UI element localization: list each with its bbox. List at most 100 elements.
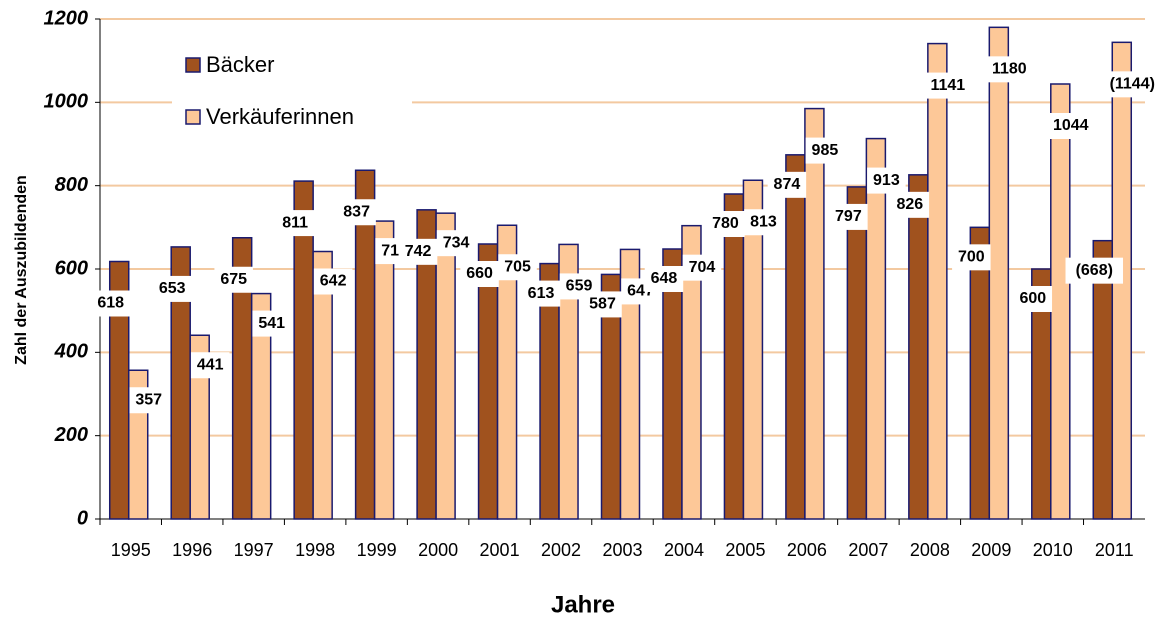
bar: [723, 193, 745, 520]
legend-background: [172, 40, 412, 150]
bar: [619, 248, 641, 520]
bar: [908, 174, 929, 520]
data-label: 659: [566, 278, 593, 295]
bar: [435, 212, 456, 520]
data-label-box: [337, 199, 376, 226]
data-label-box: [190, 352, 230, 379]
data-label-box: [744, 209, 783, 236]
data-label: 1180: [992, 61, 1027, 78]
data-label-box: [436, 230, 476, 257]
data-label-box: [91, 290, 130, 317]
data-label-box: [867, 167, 906, 194]
bar: [373, 220, 395, 520]
x-tick-label: 2011: [1095, 540, 1134, 560]
data-label: 734: [443, 234, 470, 251]
data-label-box: [682, 254, 722, 281]
data-label: 600: [1019, 290, 1046, 307]
x-tick-label: 2008: [910, 540, 950, 560]
x-tick-label: 2010: [1033, 540, 1073, 560]
legend-swatch: [185, 57, 201, 73]
bar: [804, 107, 825, 520]
data-label: 874: [774, 176, 801, 193]
y-tick-label: 1000: [44, 91, 89, 113]
bar: [496, 224, 518, 520]
data-label-box: [521, 280, 561, 307]
legend-label: Bäcker: [206, 52, 274, 77]
x-tick-label: 1999: [357, 540, 397, 560]
data-label-box: [1046, 113, 1095, 139]
legend-swatch: [185, 109, 201, 125]
data-label: 660: [466, 265, 493, 282]
data-label: 742: [405, 243, 432, 260]
y-tick-label: 800: [55, 174, 88, 196]
data-label-box: [923, 72, 972, 99]
bar: [312, 250, 333, 520]
bar: [1050, 83, 1071, 520]
x-tick-label: 2007: [848, 540, 888, 560]
x-tick-label: 2001: [480, 540, 520, 560]
x-tick-label: 1998: [295, 540, 335, 560]
data-label: 642: [320, 273, 347, 290]
y-tick-label: 400: [54, 341, 88, 363]
data-label-box: [890, 191, 930, 218]
data-label-box: [275, 210, 315, 237]
bar: [865, 137, 887, 520]
bar: [785, 154, 806, 520]
data-label-box: [805, 137, 845, 164]
data-label-box: [152, 275, 192, 302]
x-tick-label: 2004: [664, 540, 704, 560]
data-label-box: [1098, 71, 1162, 98]
data-label: 587: [589, 296, 616, 313]
data-label: 705: [504, 258, 531, 275]
x-tick-label: 1996: [172, 540, 212, 560]
data-label: 1044: [1053, 117, 1089, 134]
data-label: (1144): [1110, 76, 1155, 93]
bar: [189, 334, 210, 520]
x-tick-label: 2003: [602, 540, 642, 560]
bar: [558, 243, 579, 520]
data-label: 441: [197, 356, 224, 373]
data-label: 780: [712, 215, 739, 232]
x-tick-label: 2005: [725, 540, 765, 560]
data-label-box: [460, 261, 499, 287]
bar: [927, 42, 948, 520]
data-label: 913: [873, 172, 900, 189]
data-label-box: [1013, 286, 1053, 312]
y-tick-label: 200: [54, 424, 88, 446]
legend-label: Verkäuferinnen: [206, 104, 354, 129]
data-label: 613: [528, 285, 555, 302]
data-label: 653: [159, 280, 186, 297]
data-label-box: [706, 211, 745, 237]
data-label-box: [398, 238, 438, 265]
data-label: 675: [220, 271, 247, 288]
x-tick-label: 2000: [418, 540, 458, 560]
data-label-box: [583, 291, 622, 318]
bar: [846, 186, 868, 520]
bar: [681, 224, 702, 520]
x-tick-label: 2006: [787, 540, 827, 560]
data-label: 837: [343, 203, 370, 220]
x-tick-label: 1997: [234, 540, 274, 560]
data-label: 541: [258, 315, 285, 332]
y-tick-label: 1200: [44, 7, 89, 29]
data-label: 648: [651, 270, 678, 287]
bar: [988, 26, 1010, 520]
x-axis-title: Jahre: [551, 591, 615, 618]
y-tick-label: 0: [77, 507, 88, 529]
data-label: 704: [689, 259, 716, 276]
data-label-box: [252, 310, 291, 337]
data-label-box: [985, 56, 1034, 83]
data-label: 618: [97, 295, 124, 312]
data-label: 813: [750, 213, 777, 230]
bar: [250, 292, 272, 520]
x-tick-label: 1995: [111, 540, 151, 560]
data-label: (668): [1076, 262, 1113, 279]
data-label-box: [313, 268, 353, 295]
data-label-box: [214, 266, 253, 293]
data-label-box: [644, 266, 684, 292]
data-label: 1141: [930, 77, 965, 94]
data-label: 826: [897, 196, 924, 213]
bar: [742, 179, 764, 520]
data-label-box: [1065, 257, 1124, 284]
